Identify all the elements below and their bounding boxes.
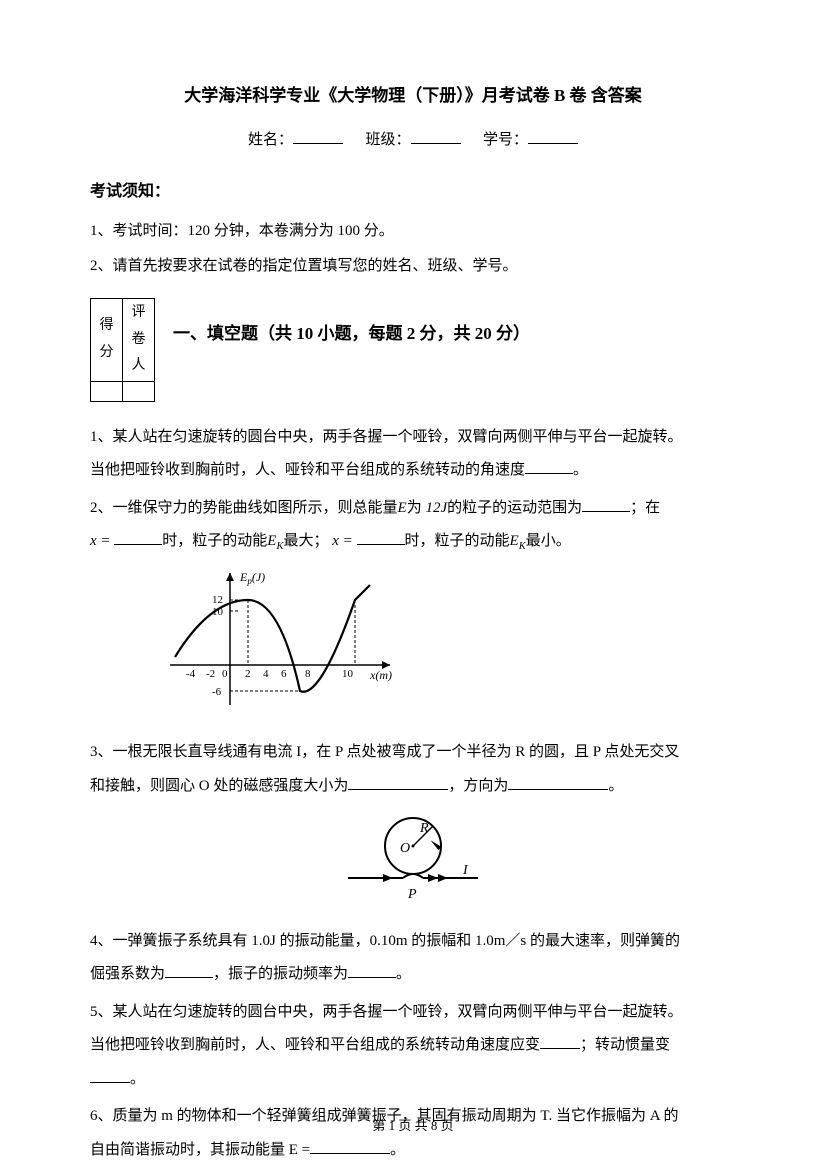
reviewer-label: 评卷人 — [123, 299, 155, 382]
name-fields-row: 姓名： 班级： 学号： — [90, 126, 736, 155]
q4-blank2 — [348, 963, 396, 978]
q2-E: E — [398, 500, 407, 516]
q2-xm2: -2 — [206, 668, 215, 680]
class-label: 班级： — [365, 132, 410, 148]
q2-x2: 2 — [245, 668, 251, 680]
q2-blank1 — [582, 497, 630, 512]
id-label: 学号： — [483, 132, 528, 148]
q3-I: I — [462, 863, 469, 878]
q5-l2b: ；转动惯量变 — [580, 1037, 670, 1053]
q3-P: P — [407, 887, 417, 902]
q3-blank1 — [348, 775, 448, 790]
q2-K2: K — [519, 541, 526, 552]
q2-l1a: 2、一维保守力的势能曲线如图所示，则总能量 — [90, 500, 398, 516]
q2-l2c: 时，粒子的动能 — [405, 533, 510, 549]
q3-diagram: R O I P — [338, 808, 488, 903]
notice-1: 1、考试时间：120 分钟，本卷满分为 100 分。 — [90, 217, 736, 246]
q5-blank1 — [540, 1034, 580, 1049]
score-cell — [91, 381, 123, 401]
section-1-header-row: 得分 评卷人 一、填空题（共 10 小题，每题 2 分，共 20 分） — [90, 298, 736, 408]
q3-O: O — [400, 841, 410, 856]
question-5: 5、某人站在匀速旋转的圆台中央，两手各握一个哑铃，双臂向两侧平伸与平台一起旋转。… — [90, 997, 736, 1096]
q1-line2b: 。 — [573, 462, 588, 478]
q2-val: 12J — [425, 500, 447, 516]
question-3: 3、一根无限长直导线通有电流 I，在 P 点处被弯成了一个半径为 R 的圆，且 … — [90, 737, 736, 916]
q2-blank2 — [114, 530, 162, 545]
q2-xlabel: x(m) — [369, 668, 392, 682]
q3-line1: 3、一根无限长直导线通有电流 I，在 P 点处被弯成了一个半径为 R 的圆，且 … — [90, 744, 679, 760]
q2-y12: 12 — [212, 594, 223, 606]
name-label: 姓名： — [248, 132, 293, 148]
q2-chart: Ep(J) x(m) 12 10 -6 -4 -2 0 2 4 6 8 10 — [150, 565, 400, 715]
q5-line3: 。 — [130, 1071, 145, 1087]
reviewer-cell — [123, 381, 155, 401]
q2-xm4: -4 — [186, 668, 196, 680]
notice-header: 考试须知： — [90, 177, 736, 207]
q1-line1: 1、某人站在匀速旋转的圆台中央，两手各握一个哑铃，双臂向两侧平伸与平台一起旋转。 — [90, 429, 683, 445]
q6-blank — [310, 1139, 390, 1154]
section-1-title: 一、填空题（共 10 小题，每题 2 分，共 20 分） — [90, 298, 736, 350]
q6-l2a: 自由简谐振动时，其振动能量 E = — [90, 1142, 310, 1158]
q2-x6: 6 — [281, 668, 287, 680]
score-table: 得分 评卷人 — [90, 298, 155, 402]
q1-blank — [525, 459, 573, 474]
q3-blank2 — [508, 775, 608, 790]
name-blank — [293, 129, 343, 144]
question-1: 1、某人站在匀速旋转的圆台中央，两手各握一个哑铃，双臂向两侧平伸与平台一起旋转。… — [90, 422, 736, 487]
q2-blank3 — [357, 530, 405, 545]
score-label: 得分 — [91, 299, 123, 382]
exam-title: 大学海洋科学专业《大学物理（下册）》月考试卷 B 卷 含答案 — [90, 80, 736, 112]
q1-line2a: 当他把哑铃收到胸前时，人、哑铃和平台组成的系统转动的角速度 — [90, 462, 525, 478]
q4-l2a: 倔强系数为 — [90, 966, 165, 982]
q2-x10: 10 — [342, 668, 354, 680]
q2-l1b: 为 — [407, 500, 422, 516]
q3-l2c: 。 — [608, 778, 623, 794]
q2-l1d: ；在 — [630, 500, 660, 516]
q2-xeq1: x = — [90, 533, 111, 549]
q4-l2c: 。 — [396, 966, 411, 982]
q5-blank2 — [90, 1068, 130, 1083]
q3-l2a: 和接触，则圆心 O 处的磁感强度大小为 — [90, 778, 348, 794]
notice-2: 2、请首先按要求在试卷的指定位置填写您的姓名、班级、学号。 — [90, 252, 736, 281]
q2-xeq2: x = — [332, 533, 353, 549]
class-blank — [411, 129, 461, 144]
q4-line1: 4、一弹簧振子系统具有 1.0J 的振动能量，0.10m 的振幅和 1.0m／s… — [90, 933, 680, 949]
question-2: 2、一维保守力的势能曲线如图所示，则总能量E为 12J的粒子的运动范围为；在 x… — [90, 493, 736, 727]
q2-Ek2: E — [510, 533, 519, 549]
q2-x8: 8 — [305, 668, 311, 680]
q2-y10: 10 — [212, 606, 224, 618]
q2-x0: 0 — [222, 668, 228, 680]
page-footer: 第 1 页 共 8 页 — [0, 1114, 826, 1139]
q2-ylabel: Ep(J) — [239, 570, 265, 586]
q3-l2b: ，方向为 — [448, 778, 508, 794]
q2-l2d: 最小。 — [526, 533, 571, 549]
q2-x4: 4 — [263, 668, 269, 680]
q5-l2a: 当他把哑铃收到胸前时，人、哑铃和平台组成的系统转动角速度应变 — [90, 1037, 540, 1053]
q5-line1: 5、某人站在匀速旋转的圆台中央，两手各握一个哑铃，双臂向两侧平伸与平台一起旋转。 — [90, 1004, 683, 1020]
question-4: 4、一弹簧振子系统具有 1.0J 的振动能量，0.10m 的振幅和 1.0m／s… — [90, 926, 736, 991]
q2-l2b: 最大； — [283, 533, 328, 549]
q4-l2b: ，振子的振动频率为 — [213, 966, 348, 982]
q6-l2b: 。 — [390, 1142, 405, 1158]
q2-ym6: -6 — [212, 686, 222, 698]
q3-R: R — [419, 821, 429, 836]
id-blank — [528, 129, 578, 144]
q2-l1c: 的粒子的运动范围为 — [447, 500, 582, 516]
q4-blank1 — [165, 963, 213, 978]
q2-l2a: 时，粒子的动能 — [162, 533, 267, 549]
